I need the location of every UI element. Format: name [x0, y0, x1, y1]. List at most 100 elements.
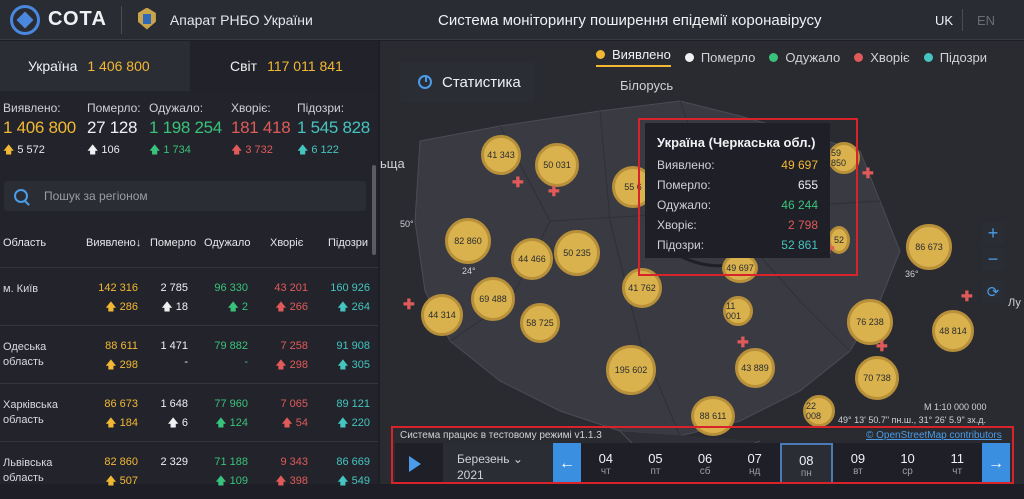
col-recovered[interactable]: Одужало — [204, 237, 251, 249]
hospital-icon[interactable]: ✚ — [862, 165, 874, 181]
tooltip-label: Померло: — [657, 178, 711, 192]
day-item[interactable]: 10 ср — [883, 443, 933, 484]
legend-recovered[interactable]: Одужало — [769, 50, 840, 65]
region-bubble[interactable]: 88 611 — [691, 396, 735, 436]
reset-view-button[interactable]: ⟳ — [982, 281, 1004, 303]
total-delta: 🡅 3 732 — [231, 141, 297, 160]
day-selected[interactable]: 08 пн — [779, 443, 834, 484]
statistics-button[interactable]: Статистика — [400, 62, 534, 102]
region-bubble[interactable]: 82 860 — [445, 218, 491, 264]
world-value: 117 011 841 — [267, 58, 343, 74]
tab-ukraine[interactable]: Україна 1 406 800 — [0, 41, 190, 91]
region-name: Львівська область — [3, 457, 53, 484]
table-row[interactable]: Харківська область 86 673 🡅 184 1 648 🡅 6 77 … — [0, 383, 378, 441]
legend-suspected[interactable]: Підозри — [923, 50, 987, 65]
lang-en-button[interactable]: EN — [977, 13, 996, 28]
highlight-box — [391, 426, 1014, 484]
delta-value: 18 — [175, 301, 188, 313]
day-weekday: чт — [952, 466, 963, 477]
hospital-icon[interactable]: ✚ — [512, 174, 524, 190]
region-bubble[interactable]: 44 466 — [511, 238, 553, 280]
region-bubble[interactable]: 41 762 — [622, 268, 662, 308]
delta-value: 298 — [119, 359, 138, 371]
arrow-up-icon: 🡅 — [161, 301, 176, 313]
delta-value: 305 — [351, 359, 370, 371]
label-lon-24: 24° — [462, 266, 476, 276]
col-detected[interactable]: Виявлено↓ — [86, 237, 141, 249]
legend-detected[interactable]: Виявлено — [596, 47, 671, 67]
cell-value: 2 785 — [160, 282, 188, 294]
day-item[interactable]: 05 пт — [631, 443, 681, 484]
hospital-icon[interactable]: ✚ — [403, 296, 415, 312]
zoom-out-button[interactable]: − — [982, 248, 1004, 270]
tab-world[interactable]: Світ 117 011 841 — [190, 41, 378, 91]
day-item[interactable]: 09 вт — [833, 443, 883, 484]
region-bubble[interactable]: 69 488 — [471, 277, 515, 321]
delta-value: 220 — [351, 417, 370, 429]
region-bubble[interactable]: 22 008 — [803, 395, 835, 427]
day-number: 09 — [850, 451, 866, 466]
prev-day-button[interactable]: ← — [553, 443, 581, 484]
table-scrollbar[interactable] — [372, 165, 376, 255]
tooltip-value: 46 244 — [781, 198, 818, 212]
region-bubble[interactable]: 76 238 — [847, 299, 893, 345]
region-bubble[interactable]: 43 889 — [735, 348, 775, 388]
day-item[interactable]: 04 чт — [581, 443, 631, 484]
region-bubble-selected[interactable]: 49 697 — [722, 253, 758, 283]
legend-died[interactable]: Померло — [684, 50, 755, 65]
top-bar: СОТА Апарат РНБО України — [0, 0, 1024, 40]
legend-label: Хворіє — [870, 49, 910, 65]
col-sick[interactable]: Хворіє — [270, 237, 304, 249]
region-bubble[interactable]: 195 602 — [606, 345, 656, 395]
totals-summary: Виявлено: 1 406 800 🡅 5 572 Померло: 27 … — [0, 91, 378, 213]
hospital-icon[interactable]: ✚ — [548, 183, 560, 199]
table-row[interactable]: Одеська область 88 611 🡅 298 1 471 - 79 882 - 7… — [0, 325, 378, 383]
arrow-up-icon: 🡅 — [215, 417, 230, 429]
col-suspected[interactable]: Підозри — [328, 237, 369, 249]
col-region[interactable]: Область — [3, 237, 47, 249]
header-divider — [120, 5, 122, 34]
region-bubble[interactable]: 48 814 — [932, 310, 974, 352]
map-scale: M 1:10 000 000 — [924, 402, 987, 412]
tooltip-row: Одужало: 46 244 — [657, 198, 818, 212]
search-input[interactable]: Пошук за регіоном — [44, 189, 148, 203]
cell-value: 82 860 — [104, 456, 138, 468]
osm-attribution-link[interactable]: © OpenStreetMap contributors — [866, 430, 1002, 441]
region-bubble[interactable]: 86 673 — [906, 224, 952, 270]
hospital-icon[interactable]: ✚ — [876, 338, 888, 354]
region-bubble[interactable]: 44 314 — [421, 294, 463, 336]
table-row[interactable]: м. Київ 142 316 🡅 286 2 785 🡅 18 96 330 🡅 2 43 … — [0, 267, 378, 325]
region-bubble[interactable]: 58 725 — [520, 303, 560, 343]
day-item[interactable]: 06 сб — [680, 443, 730, 484]
app-title: Система моніторингу поширення епідемії к… — [438, 12, 822, 29]
arrow-up-icon: 🡅 — [297, 144, 312, 156]
day-item[interactable]: 11 чт — [932, 443, 982, 484]
col-died[interactable]: Померло — [150, 237, 197, 249]
sota-logo[interactable]: СОТА — [10, 4, 107, 35]
region-bubble[interactable]: 11 001 — [723, 296, 753, 326]
legend-sick[interactable]: Хворіє — [854, 49, 910, 65]
region-name: Одеська область — [3, 341, 47, 368]
chevron-down-icon: ⌄ — [512, 452, 523, 466]
tooltip-row: Хворіє: 2 798 — [657, 218, 818, 232]
region-bubble[interactable]: 50 235 — [554, 230, 600, 276]
table-row[interactable]: Львівська область 82 860 🡅 507 2 329 71 188 🡅… — [0, 441, 378, 499]
total-died: Померло: 27 128 🡅 106 — [87, 101, 149, 213]
hospital-icon[interactable]: ✚ — [961, 288, 973, 304]
region-bubble[interactable]: 50 031 — [535, 143, 579, 187]
day-weekday: сб — [699, 466, 711, 477]
region-bubble[interactable]: 41 343 — [481, 135, 521, 175]
hospital-icon[interactable]: ✚ — [737, 334, 749, 350]
next-day-button[interactable]: → — [982, 443, 1010, 484]
delta-value: 124 — [229, 417, 248, 429]
delta-value: 266 — [289, 301, 308, 313]
tooltip-label: Хворіє: — [657, 218, 697, 232]
lang-uk-button[interactable]: UK — [935, 13, 954, 28]
arrow-up-icon: 🡅 — [149, 144, 164, 156]
region-search[interactable]: Пошук за регіоном — [4, 181, 366, 211]
zoom-in-button[interactable]: + — [982, 222, 1004, 244]
day-item[interactable]: 07 нд — [730, 443, 780, 484]
month-selector[interactable]: Березень ⌄ 2021 — [443, 443, 553, 484]
label-belarus: Білорусь — [620, 78, 674, 93]
region-bubble[interactable]: 70 738 — [855, 356, 899, 400]
